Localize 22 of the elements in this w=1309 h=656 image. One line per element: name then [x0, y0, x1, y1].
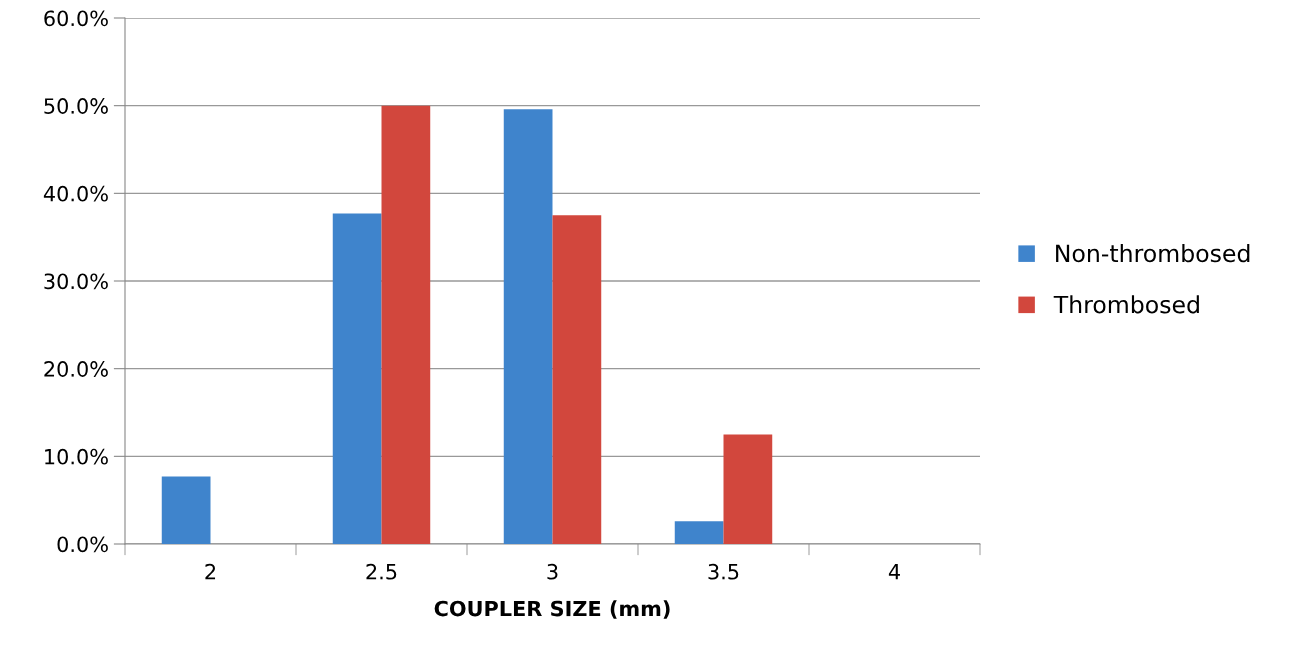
- y-tick-label: 10.0%: [45, 448, 108, 465]
- x-tick-label: 4: [888, 564, 900, 580]
- x-tick-label: 3.5: [708, 563, 739, 580]
- y-tick-label: 20.0%: [44, 361, 108, 377]
- y-tick-label: 0.0%: [57, 536, 108, 553]
- x-tick-label: 2: [205, 563, 216, 580]
- x-axis-title: COUPLER SIZE (mm): [434, 600, 670, 619]
- bar: [381, 105, 431, 544]
- legend-label: Non-thrombosed: [1056, 243, 1250, 263]
- x-tick-label: 3: [547, 563, 558, 580]
- bar: [552, 215, 602, 544]
- bar: [332, 213, 382, 544]
- y-tick-label: 60.0%: [44, 10, 108, 27]
- legend-label: Thrombosed: [1053, 295, 1199, 314]
- y-tick-label: 40.0%: [43, 185, 108, 202]
- x-tick-label: 2.5: [366, 563, 397, 580]
- y-tick-label: 50.0%: [44, 98, 108, 114]
- y-tick-label: 30.0%: [44, 273, 108, 290]
- bar: [674, 521, 724, 544]
- bar: [161, 476, 211, 544]
- bar: [723, 434, 773, 544]
- bar: [503, 109, 553, 544]
